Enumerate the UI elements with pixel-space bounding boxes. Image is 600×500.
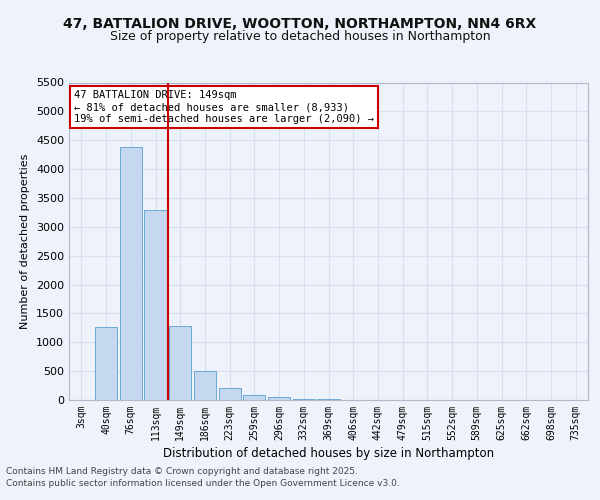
X-axis label: Distribution of detached houses by size in Northampton: Distribution of detached houses by size … bbox=[163, 447, 494, 460]
Y-axis label: Number of detached properties: Number of detached properties bbox=[20, 154, 31, 329]
Text: Contains HM Land Registry data © Crown copyright and database right 2025.: Contains HM Land Registry data © Crown c… bbox=[6, 467, 358, 476]
Bar bbox=[169, 326, 191, 400]
Bar bbox=[119, 147, 142, 400]
Text: Size of property relative to detached houses in Northampton: Size of property relative to detached ho… bbox=[110, 30, 490, 43]
Bar bbox=[145, 210, 167, 400]
Bar bbox=[218, 388, 241, 400]
Bar bbox=[293, 399, 315, 400]
Bar bbox=[194, 371, 216, 400]
Bar bbox=[243, 395, 265, 400]
Text: 47, BATTALION DRIVE, WOOTTON, NORTHAMPTON, NN4 6RX: 47, BATTALION DRIVE, WOOTTON, NORTHAMPTO… bbox=[64, 18, 536, 32]
Text: Contains public sector information licensed under the Open Government Licence v3: Contains public sector information licen… bbox=[6, 479, 400, 488]
Bar bbox=[268, 396, 290, 400]
Bar bbox=[95, 328, 117, 400]
Text: 47 BATTALION DRIVE: 149sqm
← 81% of detached houses are smaller (8,933)
19% of s: 47 BATTALION DRIVE: 149sqm ← 81% of deta… bbox=[74, 90, 374, 124]
